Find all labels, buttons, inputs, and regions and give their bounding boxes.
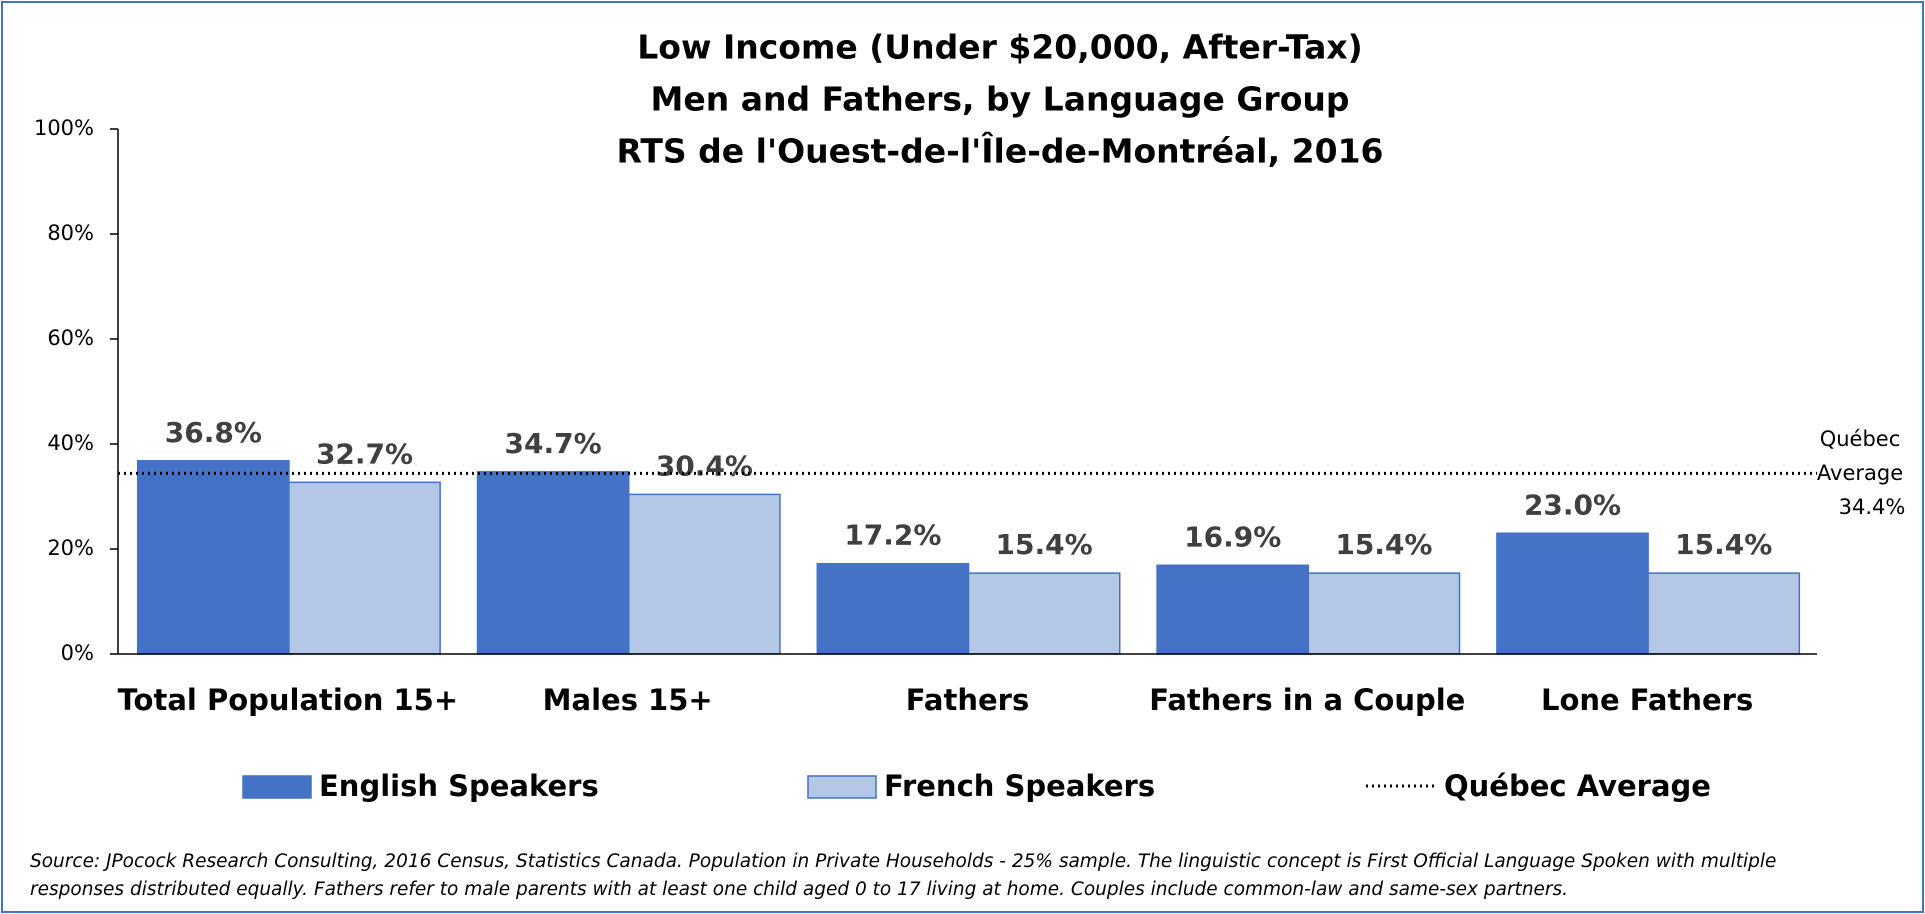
chart-title: RTS de l'Ouest-de-l'Île-de-Montréal, 201… — [616, 131, 1383, 171]
x-tick-label: Fathers in a Couple — [1149, 683, 1465, 717]
y-tick-label: 60% — [47, 326, 94, 350]
value-label: 17.2% — [844, 519, 941, 552]
y-tick-label: 100% — [34, 116, 94, 140]
chart-title: Men and Fathers, by Language Group — [651, 80, 1350, 119]
y-tick-label: 80% — [47, 221, 94, 245]
y-tick-label: 0% — [61, 641, 94, 665]
x-tick-label: Total Population 15+ — [118, 683, 459, 717]
reference-value-label: 34.4% — [1839, 495, 1906, 519]
source-note: responses distributed equally. Fathers r… — [30, 879, 1568, 900]
value-label: 15.4% — [1335, 528, 1432, 561]
value-label: 36.8% — [165, 416, 262, 449]
legend-label: Québec Average — [1444, 769, 1711, 803]
value-label: 16.9% — [1184, 520, 1281, 553]
value-label: 30.4% — [656, 449, 753, 482]
x-tick-label: Males 15+ — [543, 683, 713, 717]
legend-swatch — [807, 775, 877, 799]
value-label: 15.4% — [996, 528, 1093, 561]
bar — [1307, 572, 1461, 655]
value-label: 23.0% — [1524, 488, 1621, 521]
bar — [1647, 572, 1801, 655]
value-label: 34.7% — [505, 427, 602, 460]
chart-title: Low Income (Under $20,000, After-Tax) — [637, 28, 1362, 67]
bar — [1156, 564, 1310, 655]
legend-label: English Speakers — [319, 769, 599, 803]
bar — [967, 572, 1121, 655]
bar — [816, 562, 970, 655]
legend-swatch — [242, 775, 312, 799]
x-tick-label: Lone Fathers — [1541, 683, 1753, 717]
bar — [1496, 532, 1649, 655]
bar — [288, 481, 441, 655]
reference-annotation: Québec — [1820, 427, 1901, 451]
bar — [627, 493, 781, 655]
y-tick-label: 40% — [47, 431, 94, 455]
value-label: 15.4% — [1675, 528, 1772, 561]
source-note: Source: JPocock Research Consulting, 201… — [30, 851, 1776, 872]
bar — [476, 471, 630, 655]
y-tick-label: 20% — [47, 536, 94, 560]
value-label: 32.7% — [316, 437, 413, 470]
x-tick-label: Fathers — [906, 683, 1029, 717]
bar — [136, 460, 290, 655]
reference-annotation: Average — [1817, 461, 1903, 485]
legend-label: French Speakers — [884, 769, 1155, 803]
